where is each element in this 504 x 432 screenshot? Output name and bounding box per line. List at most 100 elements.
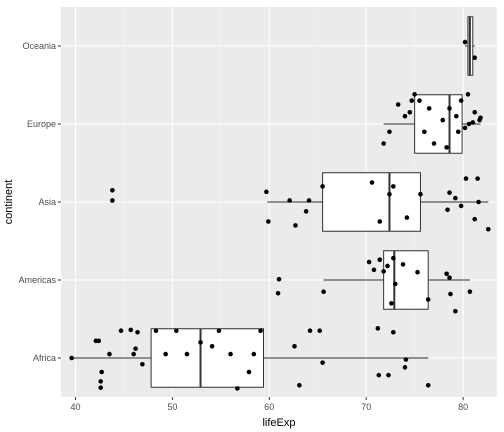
data-point xyxy=(386,372,391,378)
box-europe xyxy=(383,94,481,154)
data-point xyxy=(417,98,422,103)
data-point xyxy=(266,219,271,224)
data-point xyxy=(184,351,190,357)
data-point xyxy=(465,92,471,97)
data-point xyxy=(425,383,431,388)
x-tick-label: 60 xyxy=(264,402,274,412)
x-tick-label: 40 xyxy=(71,402,81,412)
x-axis-title: lifeExp xyxy=(262,417,295,429)
data-point xyxy=(118,328,124,334)
data-point xyxy=(377,219,383,224)
data-point xyxy=(96,338,102,344)
data-point xyxy=(246,369,252,375)
data-point xyxy=(395,102,401,107)
data-point xyxy=(472,55,478,60)
data-point xyxy=(375,326,381,331)
y-axis-ticks: Africa Americas Asia Europe Oceania xyxy=(18,41,61,363)
data-point xyxy=(216,328,222,334)
data-point xyxy=(445,207,450,213)
data-point xyxy=(391,255,396,261)
data-point xyxy=(387,129,392,135)
data-point xyxy=(485,227,491,232)
data-point xyxy=(198,340,203,345)
data-point xyxy=(447,275,452,280)
data-point xyxy=(140,361,145,367)
data-point xyxy=(454,113,459,119)
data-point xyxy=(131,351,136,357)
data-point xyxy=(320,360,325,365)
y-tick-label: Oceania xyxy=(22,41,56,51)
x-tick-label: 80 xyxy=(458,402,468,412)
data-point xyxy=(472,110,478,115)
data-point xyxy=(455,129,461,135)
data-point xyxy=(453,308,458,314)
data-point xyxy=(447,190,452,195)
data-point xyxy=(275,290,281,296)
data-point xyxy=(292,344,297,349)
data-point xyxy=(163,351,168,357)
data-point xyxy=(458,98,464,103)
data-point xyxy=(458,203,464,209)
data-point xyxy=(173,328,179,334)
data-point xyxy=(444,271,449,277)
data-point xyxy=(476,199,481,205)
y-axis-title: continent xyxy=(3,180,15,225)
data-point xyxy=(381,141,386,146)
box-americas xyxy=(323,250,470,310)
data-point xyxy=(422,129,427,135)
data-point xyxy=(264,189,269,195)
data-point xyxy=(381,269,386,274)
data-point xyxy=(385,263,390,269)
y-tick-label: Europe xyxy=(27,119,56,129)
data-point xyxy=(467,289,473,295)
data-point xyxy=(110,188,115,193)
y-tick-label: Africa xyxy=(33,353,56,363)
data-point xyxy=(287,198,292,203)
data-point xyxy=(447,106,452,111)
data-point xyxy=(366,259,372,265)
x-axis-ticks: 40 50 60 70 80 xyxy=(71,397,468,412)
data-point xyxy=(391,184,396,189)
box-iqr xyxy=(383,250,429,310)
data-point xyxy=(110,198,115,203)
data-point xyxy=(276,276,282,282)
data-point xyxy=(409,98,415,103)
data-point xyxy=(69,355,74,361)
data-point xyxy=(444,145,449,150)
data-point xyxy=(431,141,437,146)
y-tick-label: Americas xyxy=(18,275,56,285)
data-point xyxy=(235,386,240,391)
x-tick-label: 50 xyxy=(167,402,177,412)
data-point xyxy=(404,215,410,220)
data-point xyxy=(369,180,375,185)
data-point xyxy=(389,301,394,306)
data-point xyxy=(98,379,104,384)
data-point xyxy=(462,39,468,45)
data-point xyxy=(320,184,325,189)
y-tick-label: Asia xyxy=(38,197,56,207)
points-layer xyxy=(69,39,491,391)
data-point xyxy=(321,289,326,295)
data-point xyxy=(99,369,104,375)
data-point xyxy=(407,110,413,115)
data-point xyxy=(402,113,408,119)
data-point xyxy=(478,115,483,121)
x-tick-label: 70 xyxy=(361,402,371,412)
data-point xyxy=(403,357,409,362)
data-point xyxy=(475,176,480,181)
data-point xyxy=(426,106,432,111)
data-point xyxy=(107,351,112,357)
data-point xyxy=(153,328,159,334)
data-point xyxy=(466,121,472,127)
data-point xyxy=(472,216,478,222)
data-point xyxy=(453,195,458,201)
data-point xyxy=(209,344,215,349)
box-iqr xyxy=(414,94,463,154)
box-iqr xyxy=(150,328,264,388)
data-point xyxy=(376,372,382,378)
data-point xyxy=(470,120,476,125)
data-point xyxy=(415,269,420,275)
data-point xyxy=(418,191,423,197)
data-point xyxy=(307,328,313,334)
